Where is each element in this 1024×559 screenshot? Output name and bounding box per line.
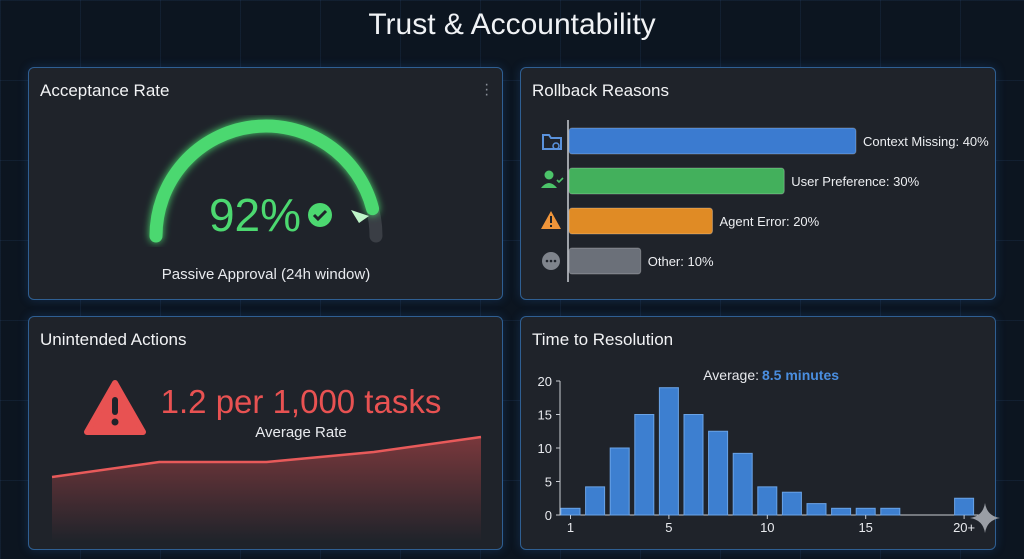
average-value: 8.5 minutes [762, 367, 839, 383]
histogram-bar [658, 387, 679, 516]
panel-title: Rollback Reasons [532, 81, 670, 100]
check-circle-icon [308, 203, 332, 227]
rollback-bar-label: Agent Error: 20% [720, 214, 820, 229]
panel-title: Time to Resolution [532, 330, 674, 349]
rollback-bar-label: Other: 10% [648, 254, 714, 269]
panel-title: Unintended Actions [40, 330, 187, 349]
y-tick-label: 20 [538, 374, 552, 389]
y-tick-label: 0 [545, 508, 552, 523]
gauge-pointer-icon [351, 210, 369, 223]
acceptance-gauge: 92% Passive Approval (24h window) [149, 119, 383, 283]
folder-search-icon [542, 134, 562, 150]
x-tick-label: 15 [858, 520, 872, 535]
sparkle-icon [970, 503, 1000, 533]
rollback-bar [568, 247, 642, 275]
y-tick-label: 10 [538, 441, 552, 456]
x-tick-label: 1 [567, 520, 574, 535]
more-icon [542, 252, 560, 270]
acceptance-rate-panel: Acceptance Rate · · · 92% Passive Approval… [28, 67, 503, 300]
page-title: Trust & Accountability [368, 8, 656, 41]
histogram-bar [806, 503, 827, 516]
more-menu-icon[interactable]: · · · [484, 76, 490, 103]
rollback-bar-chart: Context Missing: 40% User Preference: 30%… [541, 120, 989, 282]
histogram-bar [585, 486, 606, 516]
histogram-bar [855, 507, 876, 516]
histogram-bar [609, 447, 630, 516]
histogram-bar [757, 486, 778, 516]
trend-area [52, 437, 481, 542]
gauge-fill [149, 119, 380, 243]
time-to-resolution-panel: Time to Resolution Average: 8.5 minutes … [520, 316, 996, 550]
histogram-bar [732, 452, 753, 516]
rollback-reasons-panel: Rollback Reasons Context Missing: 40% Use… [520, 67, 996, 300]
warning-icon [84, 380, 146, 435]
histogram-bar [781, 491, 802, 516]
histogram-bar [683, 414, 704, 516]
histogram-bar [634, 414, 655, 516]
user-check-icon [541, 170, 564, 188]
unintended-value: 1.2 per 1,000 tasks [161, 383, 442, 420]
warning-icon [541, 211, 561, 229]
acceptance-value: 92% [209, 189, 301, 241]
trend-line [51, 435, 482, 479]
rollback-bar [568, 127, 857, 155]
rollback-bar [568, 207, 713, 235]
acceptance-caption: Passive Approval (24h window) [162, 266, 370, 283]
rollback-bar [568, 167, 785, 195]
unintended-trend: 1.2 per 1,000 tasks Average Rate [51, 380, 482, 542]
unintended-caption: Average Rate [255, 424, 346, 441]
rollback-bar-label: User Preference: 30% [791, 174, 919, 189]
y-tick-label: 5 [545, 475, 552, 490]
y-tick-label: 15 [538, 408, 552, 423]
histogram-bar [831, 507, 852, 516]
x-tick-label: 10 [760, 520, 774, 535]
rollback-bar-label: Context Missing: 40% [863, 134, 989, 149]
histogram-bar [708, 430, 729, 516]
panel-title: Acceptance Rate [40, 81, 170, 100]
average-label: Average: [703, 367, 759, 383]
unintended-actions-panel: Unintended Actions 1.2 per 1,000 tasks A… [28, 316, 503, 550]
histogram-bar [560, 507, 581, 516]
x-tick-label: 5 [665, 520, 672, 535]
histogram-bar [880, 507, 901, 516]
x-tick-label: 20+ [953, 520, 975, 535]
